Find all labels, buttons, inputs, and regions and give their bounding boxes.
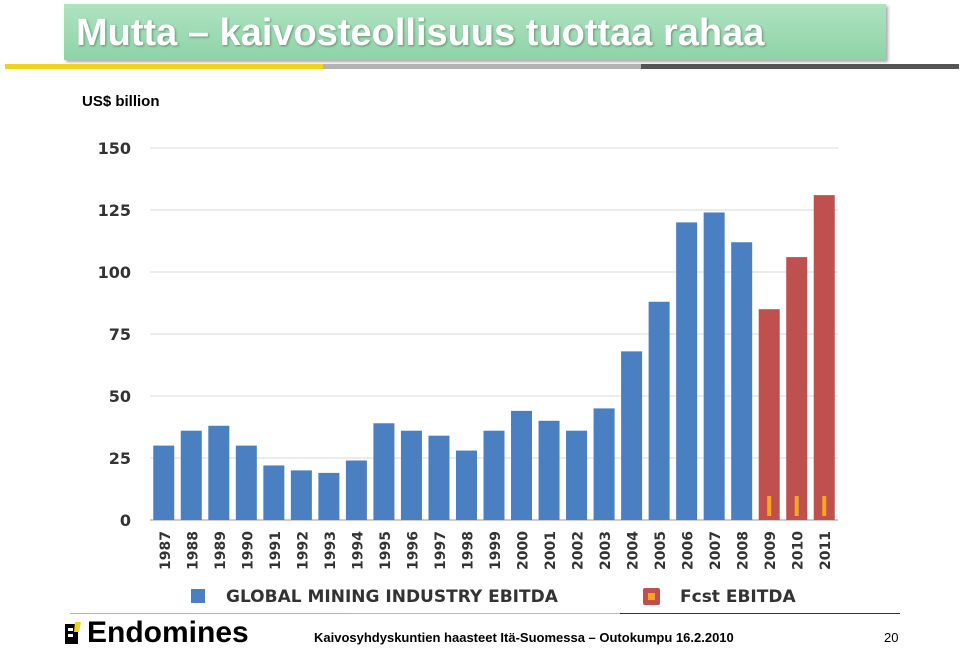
x-tick-label: 2006 [681,531,697,570]
bar-2002 [566,430,588,520]
bar-1989 [208,425,230,520]
accent-stripe-gray [323,64,641,69]
y-tick-label: 75 [109,325,131,344]
legend-swatch-fcst-marker [648,593,655,600]
y-tick-labels: 0 25 50 75 100 125 150 [98,139,131,530]
y-tick-label: 25 [109,449,131,468]
x-tick-label: 1999 [488,531,504,570]
bar-1992 [290,470,312,520]
bar-1991 [263,465,285,520]
x-tick-label: 2008 [736,531,752,570]
logo-text: Endomines [87,616,249,649]
bar-2010 [786,257,808,520]
x-tick-label: 2000 [516,531,532,570]
footer-line-dark [620,613,900,614]
x-tick-label: 1998 [460,531,476,570]
bars [153,195,835,521]
fcst-marker-2011 [822,496,827,516]
x-tick-label: 1990 [240,531,256,570]
x-tick-label: 2004 [626,531,642,570]
x-tick-label: 2010 [791,531,807,570]
fcst-marker-2009 [767,496,772,516]
legend-label-ebitda: GLOBAL MINING INDUSTRY EBITDA [226,587,559,607]
x-tick-label: 1991 [268,531,284,570]
unit-label: US$ billion [82,93,160,110]
bar-1999 [483,430,505,520]
y-tick-label: 50 [109,387,131,406]
y-tick-label: 125 [98,201,131,220]
bar-1995 [373,423,395,520]
y-tick-label: 0 [120,511,131,530]
footer-line-yellow [70,613,350,614]
footer-caption: Kaivosyhdyskuntien haasteet Itä-Suomessa… [314,630,734,645]
bar-2008 [731,242,753,521]
bar-1998 [455,450,477,520]
bar-2007 [703,212,725,521]
x-tick-labels: 1987 1988 1989 1990 1991 1992 1993 1994 1995 1996… [158,531,834,570]
y-tick-label: 150 [98,139,131,158]
x-tick-label: 2001 [543,531,559,570]
bar-2006 [676,222,698,520]
x-tick-label: 1989 [213,531,229,570]
x-tick-label: 1996 [405,531,421,570]
y-tick-label: 100 [98,263,131,282]
bar-1990 [235,445,257,520]
x-tick-label: 2007 [708,531,724,570]
bar-1994 [345,460,367,520]
legend: GLOBAL MINING INDUSTRY EBITDA Fcst EBITDA [191,587,796,607]
x-tick-label: 1988 [185,531,201,570]
bar-1996 [400,430,422,520]
bar-2011 [813,195,835,520]
legend-label-fcst: Fcst EBITDA [680,587,796,607]
x-tick-label: 1995 [378,531,394,570]
x-tick-label: 2005 [653,531,669,570]
ebitda-bar-chart: 0 25 50 75 100 125 150 1987 1988 1989 1990 1991 199… [98,139,838,607]
accent-stripe-yellow [5,64,323,69]
x-tick-label: 2009 [763,531,779,570]
x-tick-label: 2011 [818,531,834,570]
bar-1987 [153,445,175,520]
bar-2001 [538,420,560,520]
x-tick-label: 2002 [571,531,587,570]
bar-2005 [648,301,670,520]
logo-mark-icon [65,622,81,644]
bar-1993 [318,472,340,520]
fcst-marker-2010 [794,496,799,516]
footer-line-gray [350,613,620,614]
bar-2000 [511,410,533,520]
slide-title: Mutta – kaivosteollisuus tuottaa rahaa [76,12,765,54]
x-tick-label: 1992 [295,531,311,570]
x-tick-label: 1994 [350,531,366,570]
x-tick-label: 1997 [433,531,449,570]
page-number: 20 [884,630,899,645]
bar-1988 [180,430,202,520]
x-tick-label: 2003 [598,531,614,570]
bar-2004 [621,351,643,520]
bar-2009 [758,309,780,520]
x-tick-label: 1987 [158,531,174,570]
slide-title-bar: Mutta – kaivosteollisuus tuottaa rahaa [64,4,886,60]
accent-stripe-dark [641,64,959,69]
x-tick-label: 1993 [323,531,339,570]
legend-swatch-ebitda [191,589,205,603]
bar-1997 [428,435,450,520]
bar-2003 [593,408,615,520]
